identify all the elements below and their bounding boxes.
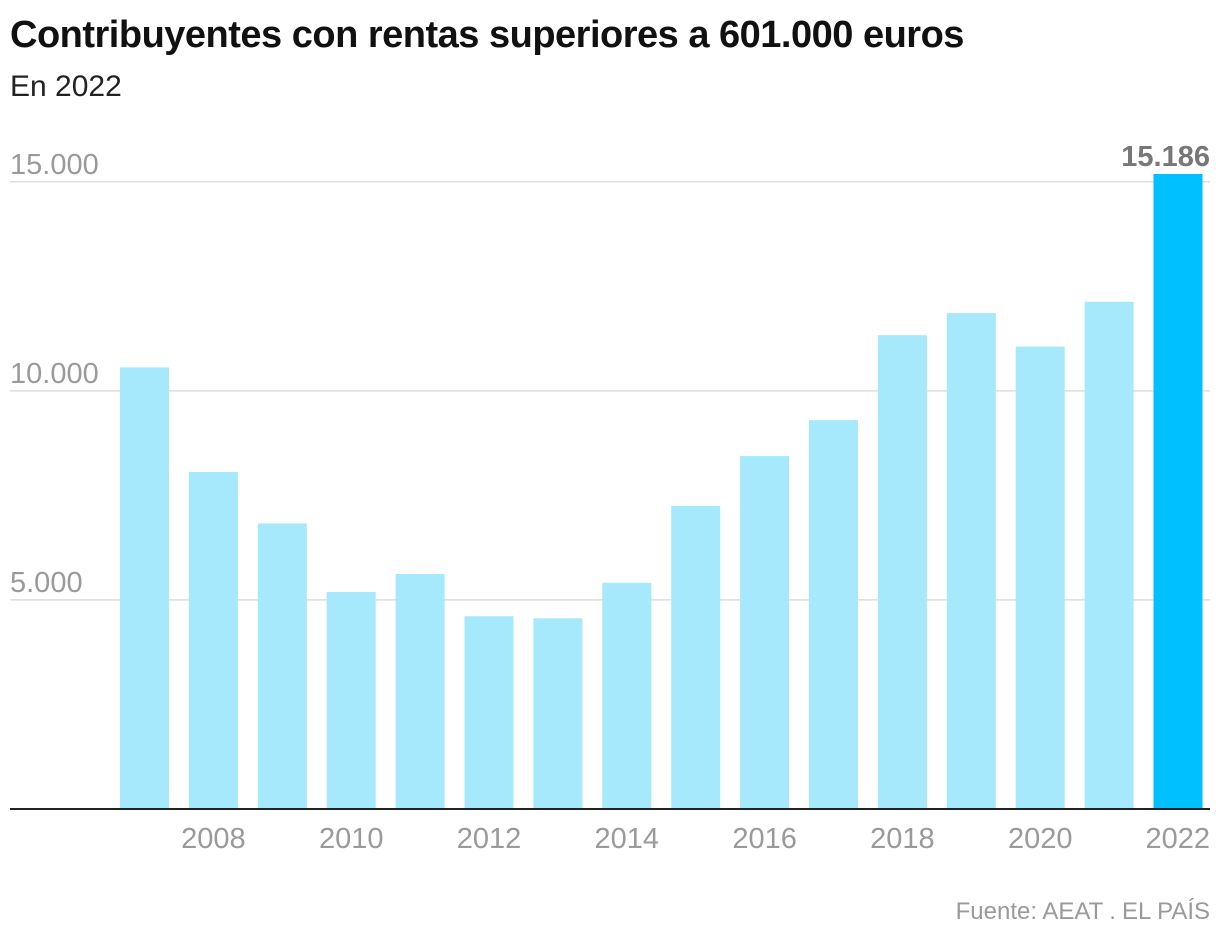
bar: [120, 367, 169, 809]
bar: [395, 574, 445, 809]
y-tick-label: 5.000: [10, 567, 83, 599]
axis-labels: 5.000 10.000 15.000 2008 2010 2012 2014 2016 201…: [10, 141, 1210, 855]
bar: [257, 523, 307, 809]
x-tick-label: 2010: [319, 823, 384, 855]
bar: [1015, 346, 1065, 809]
x-tick-label: 2022: [1145, 823, 1210, 855]
bar: [326, 591, 376, 809]
source-text: Fuente: AEAT: [955, 898, 1104, 925]
bar: [1084, 301, 1134, 809]
x-tick-label: 2016: [732, 823, 797, 855]
bar: [877, 335, 927, 809]
brand-text: EL PAÍS: [1121, 898, 1210, 925]
bar: [809, 420, 858, 809]
y-tick-label: 15.000: [10, 149, 99, 181]
y-tick-label: 10.000: [10, 358, 99, 390]
bar: [533, 618, 583, 809]
source-separator: .: [1109, 898, 1116, 925]
bar: [946, 313, 996, 809]
bar: [740, 456, 790, 809]
x-tick-label: 2018: [870, 823, 935, 855]
bar: [188, 471, 238, 809]
x-tick-label: 2012: [457, 823, 522, 855]
x-tick-label: 2008: [181, 823, 246, 855]
x-tick-label: 2020: [1008, 823, 1073, 855]
source-note: Fuente: AEAT. EL PAÍS: [956, 898, 1210, 926]
highlight-value-label: 15.186: [1121, 141, 1210, 173]
chart-subtitle: En 2022: [10, 70, 122, 103]
bar: [602, 582, 652, 809]
bar: [464, 616, 514, 809]
bar-highlight: [1153, 174, 1203, 809]
bar: [671, 505, 721, 809]
chart-title: Contribuyentes con rentas superiores a 6…: [10, 14, 964, 56]
bars: [120, 174, 1203, 809]
x-tick-label: 2014: [595, 823, 660, 855]
